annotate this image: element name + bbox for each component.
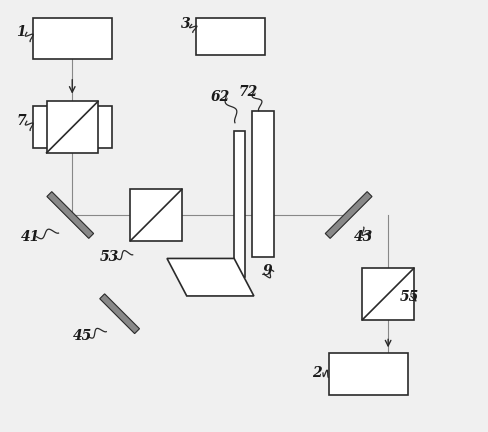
Bar (33, 106, 112, 148)
Text: 3: 3 (181, 17, 191, 32)
Text: 7: 7 (16, 114, 26, 128)
Bar (329, 353, 408, 395)
Bar (33, 18, 112, 59)
Bar (363, 268, 414, 320)
Bar (196, 18, 264, 55)
Text: 2: 2 (312, 366, 322, 380)
Text: 72: 72 (238, 85, 258, 98)
Text: 53: 53 (100, 251, 120, 264)
Polygon shape (167, 258, 254, 296)
Bar (130, 189, 182, 241)
Text: 43: 43 (354, 230, 373, 244)
Text: 62: 62 (211, 89, 230, 104)
Text: 9: 9 (263, 264, 272, 278)
Polygon shape (100, 294, 140, 334)
Bar (252, 111, 274, 257)
Text: 55: 55 (400, 290, 420, 304)
Bar (234, 131, 245, 277)
Polygon shape (47, 192, 94, 238)
Text: 41: 41 (21, 230, 41, 244)
Text: 45: 45 (73, 330, 92, 343)
Text: 1: 1 (16, 25, 26, 39)
Polygon shape (325, 192, 372, 238)
Bar (46, 102, 98, 153)
